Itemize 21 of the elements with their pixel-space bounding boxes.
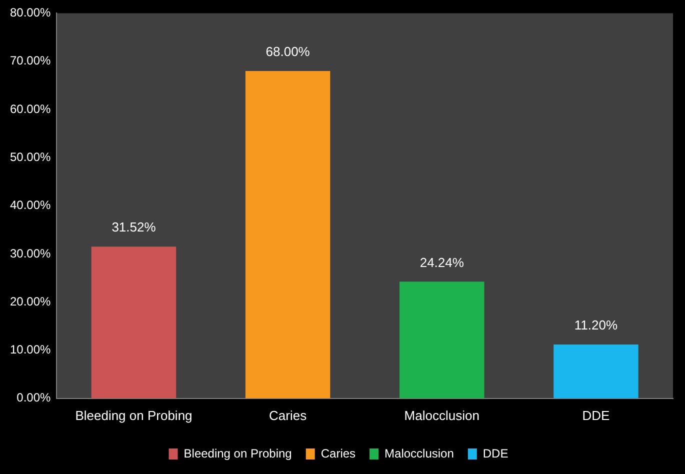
y-tick-label: 30.00% bbox=[10, 246, 52, 260]
data-label: 24.24% bbox=[420, 254, 464, 270]
x-tick-label: Bleeding on Probing bbox=[75, 408, 192, 423]
y-tick-label: 40.00% bbox=[10, 198, 52, 212]
legend-label: Malocclusion bbox=[384, 446, 454, 460]
data-label: 11.20% bbox=[574, 318, 618, 333]
y-tick-label: 20.00% bbox=[10, 294, 52, 308]
legend-label: DDE bbox=[482, 446, 508, 460]
legend-label: Caries bbox=[320, 446, 356, 460]
data-label: 68.00% bbox=[266, 44, 310, 60]
x-tick-label: DDE bbox=[582, 408, 610, 423]
data-label: 31.52% bbox=[112, 220, 156, 235]
y-tick-label: 10.00% bbox=[10, 342, 52, 357]
y-tick-label: 50.00% bbox=[10, 150, 52, 164]
y-tick-label: 0.00% bbox=[16, 390, 52, 405]
x-tick-label: Caries bbox=[269, 408, 308, 423]
y-tick-label: 70.00% bbox=[10, 54, 52, 68]
x-tick-label: Malocclusion bbox=[404, 408, 480, 423]
legend-label: Bleeding on Probing bbox=[184, 446, 292, 460]
y-tick-label: 60.00% bbox=[10, 102, 52, 116]
y-tick-label: 80.00% bbox=[10, 6, 52, 20]
